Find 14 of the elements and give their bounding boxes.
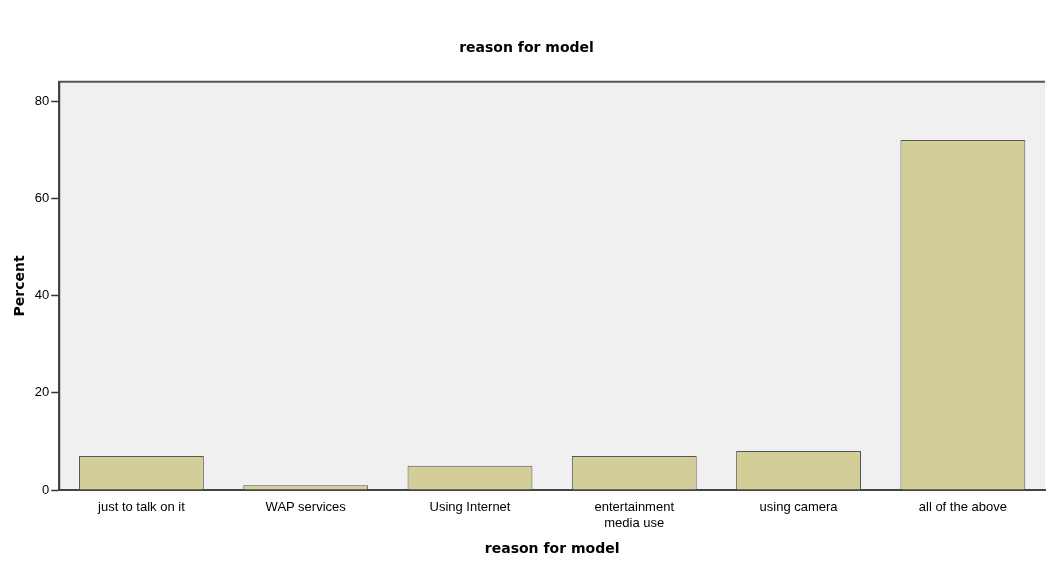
x-tick-label: WAP services <box>265 499 347 515</box>
x-tick-label: using camera <box>759 499 839 515</box>
y-tick-label: 0 <box>42 481 50 497</box>
x-axis-title: reason for model <box>484 540 620 557</box>
y-axis-title: Percent <box>11 255 28 317</box>
y-tick-label: 80 <box>34 92 50 108</box>
y-tick-label: 60 <box>34 190 50 206</box>
x-tick-label: just to talk on it <box>97 499 186 515</box>
x-tick-label: all of the above <box>918 499 1007 515</box>
chart-title: reason for model <box>459 39 594 56</box>
y-tick-label: 20 <box>34 384 50 400</box>
y-tick-label: 40 <box>34 287 50 303</box>
x-tick-label: entertainment media use <box>594 499 675 530</box>
x-tick-label: Using Internet <box>429 499 511 515</box>
